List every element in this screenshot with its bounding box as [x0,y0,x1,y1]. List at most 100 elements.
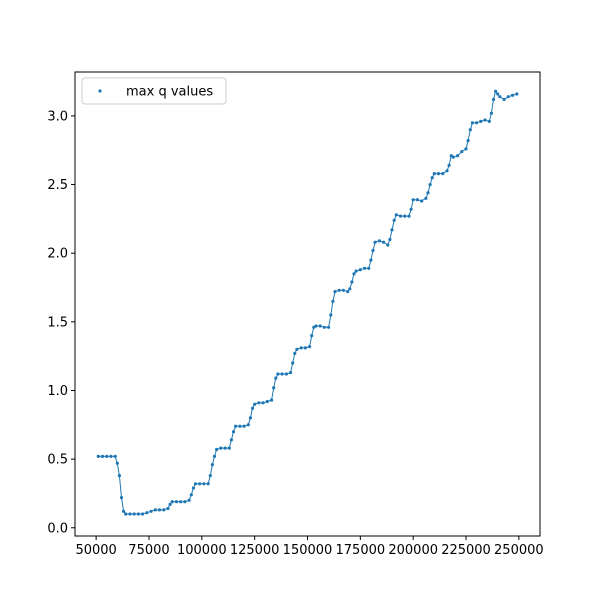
data-point [100,454,105,458]
data-point [272,386,276,390]
data-point [219,446,223,450]
x-tick-label: 250000 [494,543,544,558]
data-point [257,401,261,405]
data-point [341,288,345,292]
data-point [367,266,371,270]
data-point [348,287,352,291]
data-point [510,93,515,97]
data-point [96,454,100,458]
data-point [128,512,132,516]
data-point [398,214,403,218]
data-point [420,199,424,203]
data-point [289,371,293,375]
data-point [168,502,172,506]
data-point [210,463,214,467]
y-tick-label: 2.0 [47,247,68,262]
data-point [223,446,227,450]
x-tick-label: 225000 [441,543,491,558]
data-point [358,268,362,272]
x-tick-label: 150000 [283,543,333,558]
data-point [460,150,464,154]
data-point [392,218,396,222]
y-tick-label: 0.5 [47,453,68,468]
data-point [386,243,390,247]
y-tick-label: 0.0 [47,521,68,536]
data-point [506,95,510,99]
data-point [229,438,233,442]
data-point [327,325,331,329]
data-point [352,272,356,276]
data-point [124,512,128,516]
data-point [193,482,198,486]
data-point [428,183,432,187]
data-point [270,398,274,402]
data-point [253,402,257,406]
data-point [363,266,367,270]
data-point [149,509,153,513]
data-point [122,509,126,513]
data-point [115,461,119,465]
y-tick-label: 1.5 [47,315,68,330]
y-tick-label: 3.0 [47,109,68,124]
data-point [494,89,498,93]
data-point [382,240,386,244]
x-tick-label: 50000 [75,543,116,558]
legend-box [81,77,227,105]
legend-marker [98,89,102,93]
data-point [109,454,113,458]
data-point [388,237,392,242]
data-point [436,172,441,176]
data-point [157,508,162,512]
x-tick-label: 100000 [177,543,227,558]
data-point [261,401,265,405]
data-point [117,474,121,478]
data-point [265,399,269,404]
data-point [231,430,236,434]
data-point [318,324,322,328]
data-point [373,240,377,244]
data-point [466,139,470,143]
data-point [189,493,193,497]
data-point [308,345,312,349]
data-point [238,424,242,428]
data-point [293,351,297,355]
x-tick-label: 200000 [388,543,438,558]
data-point [179,500,183,504]
data-point [441,172,445,176]
legend: max q values [81,77,227,105]
data-point [113,454,117,458]
y-tick-label: 1.0 [47,384,68,399]
data-point [276,372,280,376]
data-point [515,92,519,96]
data-point [491,97,496,102]
data-point [337,288,341,292]
data-point [346,290,350,294]
data-point [426,191,430,195]
data-point [310,334,314,338]
data-point [153,508,157,512]
data-point [206,482,210,486]
data-point [411,198,415,202]
data-point [430,176,434,180]
data-point [215,447,219,452]
data-point [119,496,124,500]
data-point [487,119,491,123]
data-point [403,214,407,218]
data-point [479,119,483,123]
data-point [170,500,174,504]
data-point [432,172,436,176]
data-point [377,239,381,243]
data-point [295,347,299,351]
data-point [483,118,487,122]
data-point [202,482,206,486]
data-point [303,346,307,350]
series-line [98,90,517,515]
data-point [354,269,358,273]
data-point [464,147,468,151]
data-point [274,376,278,380]
data-point [468,128,472,132]
data-point [333,290,337,294]
data-point [394,213,398,217]
